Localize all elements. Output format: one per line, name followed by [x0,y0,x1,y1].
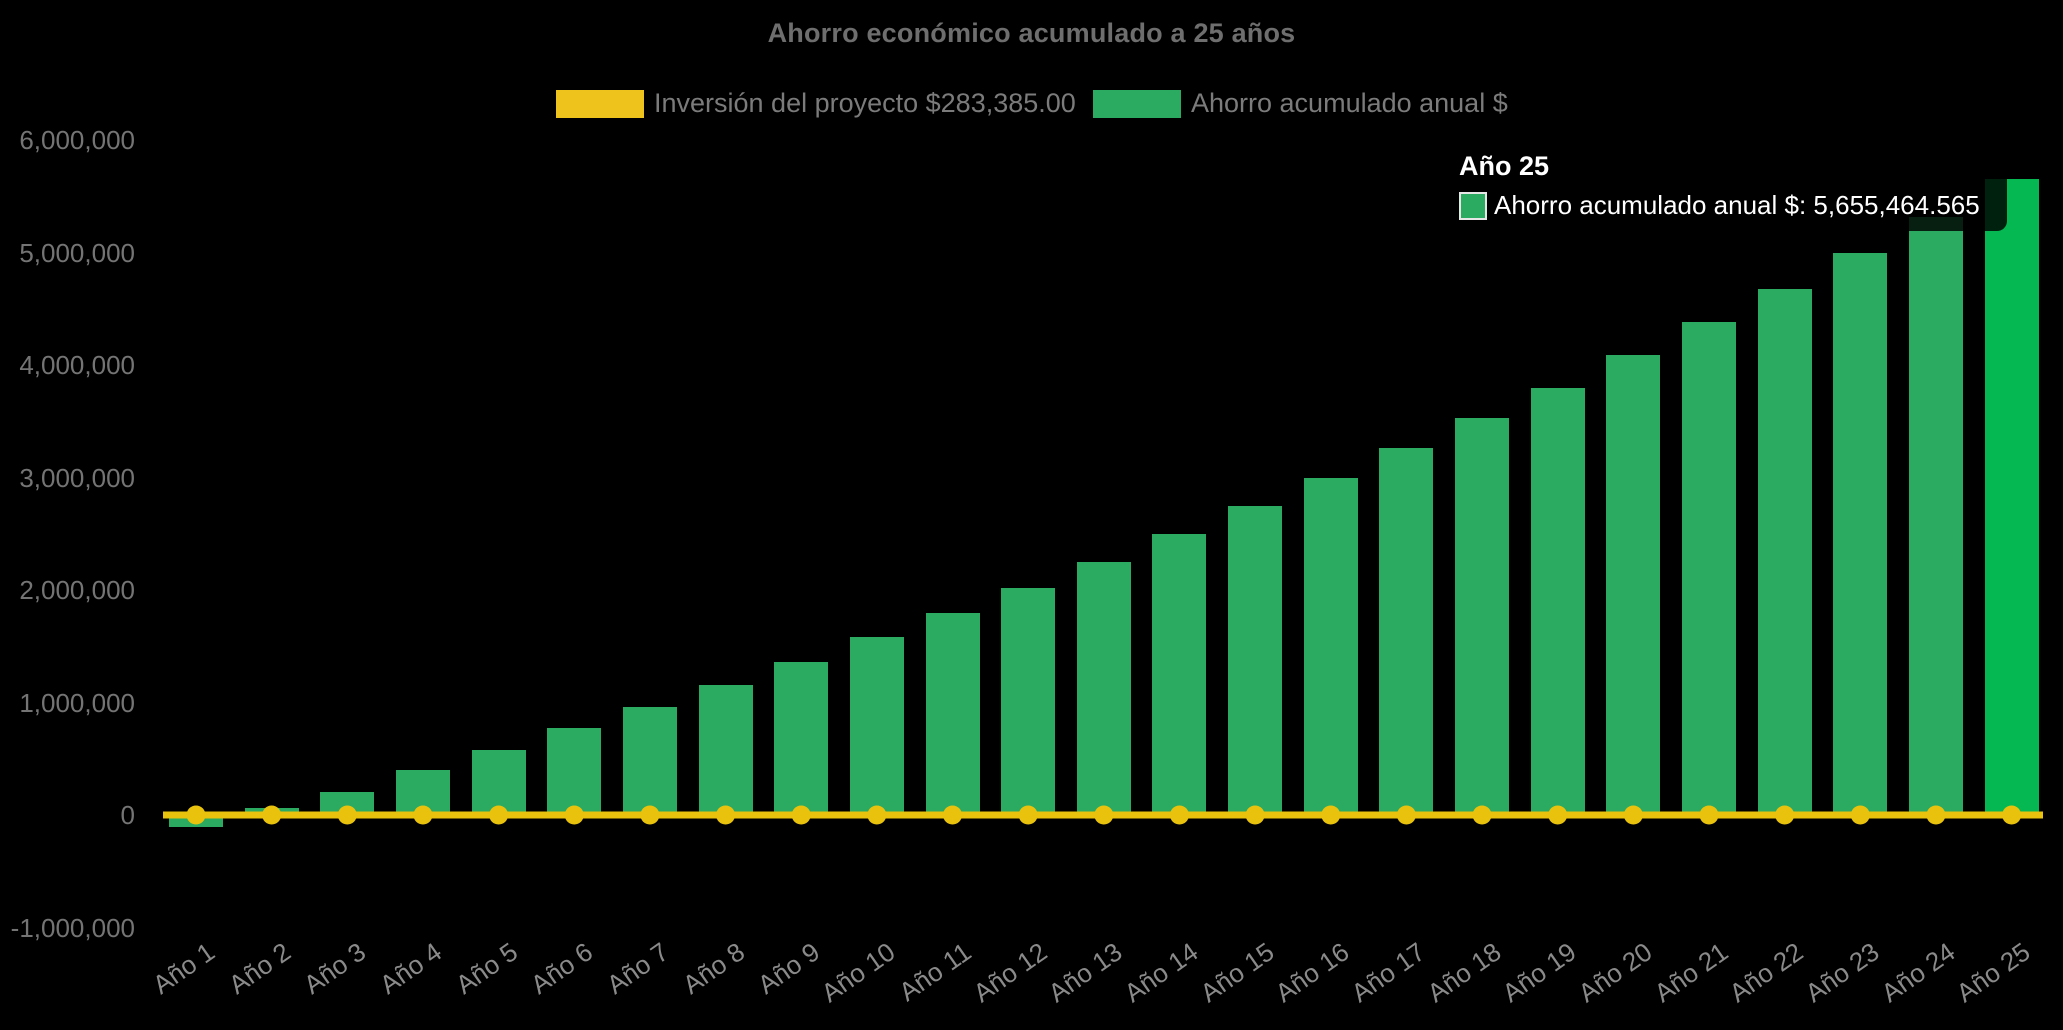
x-axis-tick-label: Año 19 [1497,936,1582,1009]
bar-año-21[interactable] [1682,322,1736,815]
bar-año-4[interactable] [395,770,450,815]
bar-año-2[interactable] [244,807,299,815]
x-axis-tick-label: Año 7 [601,936,674,1000]
bar-año-16[interactable] [1303,477,1358,815]
bar-año-15[interactable] [1228,505,1283,815]
x-axis-tick-label: Año 17 [1345,936,1431,1009]
x-axis-tick-label: Año 2 [222,936,296,1000]
bar-año-9[interactable] [774,662,829,815]
y-axis-tick-label: 2,000,000 [19,575,135,605]
bar-año-13[interactable] [1076,561,1131,815]
bar-año-14[interactable] [1152,533,1207,815]
tooltip-series-value: Ahorro acumulado anual $: 5,655,464.565 [1494,190,1980,220]
y-axis-tick-label: 4,000,000 [19,350,135,380]
x-axis-tick-label: Año 22 [1724,936,1809,1009]
y-axis-tick-label: 5,000,000 [19,237,135,268]
x-axis-tick-label: Año 18 [1421,936,1507,1009]
legend-label-ahorro: Ahorro acumulado anual $ [1191,88,1508,118]
x-axis-tick-label: Año 23 [1799,936,1885,1009]
legend-swatch-green [1093,89,1181,118]
bar-año-6[interactable] [547,728,602,815]
chart-tooltip: Año 25 Ahorro acumulado anual $: 5,655,4… [1445,139,2007,231]
y-axis-tick-label: 1,000,000 [19,687,135,718]
legend-swatch-yellow [556,89,644,118]
y-axis-tick-label: -1,000,000 [10,912,135,943]
bar-año-17[interactable] [1379,448,1434,815]
x-axis-tick-label: Año 15 [1194,936,1280,1009]
bar-año-22[interactable] [1757,288,1812,815]
legend-label-inversion: Inversión del proyecto $283,385.00 [654,88,1076,118]
bar-año-25[interactable] [1984,178,2039,815]
x-axis-tick-label: Año 10 [816,936,901,1009]
bar-año-8[interactable] [698,684,753,815]
x-axis-tick-label: Año 21 [1648,936,1734,1009]
x-axis-tick-label: Año 13 [1043,936,1128,1009]
bar-año-11[interactable] [925,612,980,815]
bar-año-23[interactable] [1833,252,1888,815]
tooltip-series-swatch [1459,191,1487,220]
x-axis-tick-label: Año 6 [525,936,599,1000]
x-axis-tick-label: Año 9 [752,936,826,1000]
x-axis-tick-label: Año 20 [1572,936,1658,1009]
tooltip-row: Ahorro acumulado anual $: 5,655,464.565 [1459,190,1993,221]
bar-año-20[interactable] [1606,354,1661,815]
x-axis-tick-label: Año 12 [967,936,1053,1009]
bar-año-18[interactable] [1455,417,1510,815]
y-axis-tick-label: 0 [120,800,135,830]
x-axis-tick-label: Año 16 [1270,936,1355,1009]
bar-año-1[interactable] [169,815,223,828]
x-axis-tick-label: Año 8 [676,936,750,1000]
x-axis-tick-label: Año 5 [449,936,523,1000]
x-axis-tick-label: Año 24 [1875,936,1961,1009]
x-axis-tick-label: Año 14 [1118,936,1204,1009]
x-axis-tick-label: Año 1 [147,936,221,1000]
y-axis-tick-label: 6,000,000 [19,125,135,155]
bar-año-3[interactable] [320,791,375,815]
x-axis-tick-label: Año 4 [374,936,448,1000]
bar-año-7[interactable] [622,707,677,815]
bar-año-10[interactable] [849,637,904,815]
tooltip-title: Año 25 [1459,151,1550,181]
x-axis-tick-label: Año 3 [298,936,372,1000]
legend-item-inversion[interactable]: Inversión del proyecto $283,385.00 [556,88,1076,119]
bar-año-5[interactable] [471,749,526,815]
bar-año-24[interactable] [1908,216,1963,815]
legend-item-ahorro[interactable]: Ahorro acumulado anual $ [1093,88,1508,119]
bar-año-19[interactable] [1530,387,1585,815]
x-axis-tick-label: Año 25 [1950,936,2036,1009]
x-axis-tick-label: Año 11 [893,936,977,1008]
chart-title: Ahorro económico acumulado a 25 años [767,18,1296,48]
bar-año-12[interactable] [1001,587,1056,815]
y-axis-tick-label: 3,000,000 [19,462,135,493]
